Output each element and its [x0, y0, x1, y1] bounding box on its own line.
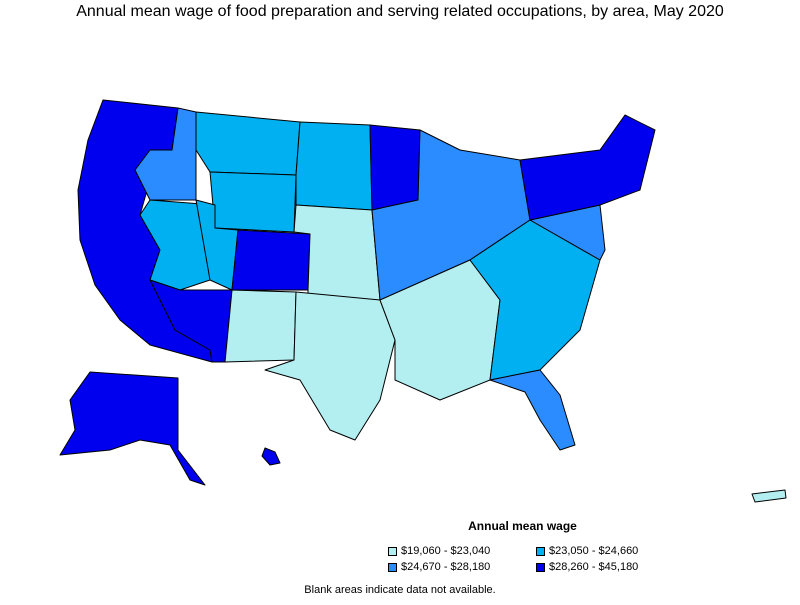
legend-swatch — [536, 562, 545, 572]
map-title: Annual mean wage of food preparation and… — [76, 3, 724, 20]
legend-swatch — [388, 562, 397, 572]
legend-label: $24,670 - $28,180 — [401, 561, 491, 573]
legend-item: $28,260 - $45,180 — [536, 561, 638, 573]
region-montana[interactable] — [195, 111, 301, 176]
legend-title: Annual mean wage — [468, 519, 577, 533]
region-alaska[interactable] — [59, 371, 206, 486]
legend-label: $19,060 - $23,040 — [401, 545, 491, 557]
legend-swatch — [536, 546, 545, 556]
legend-item: $24,670 - $28,180 — [388, 561, 490, 573]
region-dakotas[interactable] — [295, 121, 373, 211]
region-northeast[interactable] — [519, 114, 656, 221]
legend-label: $28,260 - $45,180 — [549, 561, 639, 573]
legend-swatch — [388, 546, 397, 556]
legend: $19,060 - $23,040 $23,050 - $24,660 $24,… — [388, 545, 688, 577]
region-new-mexico[interactable] — [224, 289, 297, 363]
region-florida[interactable] — [489, 369, 576, 451]
legend-item: $23,050 - $24,660 — [536, 545, 638, 557]
region-hawaii[interactable] — [261, 447, 281, 466]
region-minnesota[interactable] — [369, 124, 421, 211]
legend-label: $23,050 - $24,660 — [549, 545, 639, 557]
region-wyoming[interactable] — [209, 171, 297, 233]
legend-item: $19,060 - $23,040 — [388, 545, 490, 557]
footnote: Blank areas indicate data not available. — [304, 584, 496, 596]
region-colorado[interactable] — [231, 229, 311, 291]
region-puerto-rico[interactable] — [751, 489, 787, 503]
